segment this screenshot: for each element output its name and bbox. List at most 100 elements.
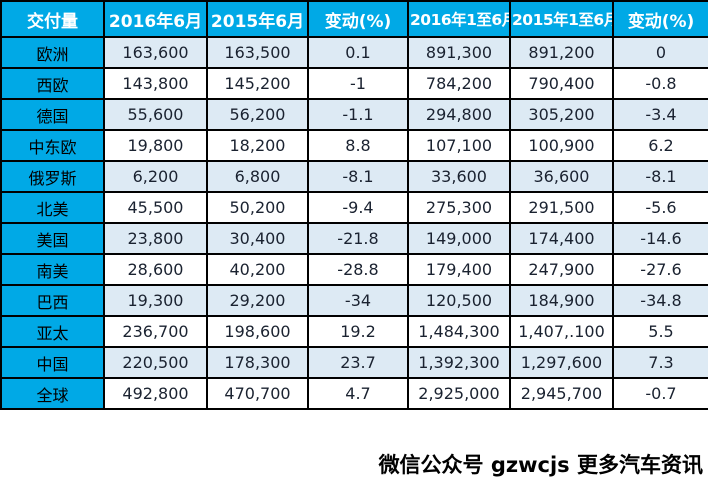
value-cell: 184,900 [509, 284, 614, 317]
value-cell: 784,200 [407, 67, 511, 100]
region-cell: 南美 [0, 253, 105, 286]
value-cell: 19.2 [307, 315, 409, 348]
value-cell: 6.2 [612, 129, 708, 162]
value-cell: 55,600 [103, 98, 208, 131]
value-cell: 28,600 [103, 253, 208, 286]
value-cell: 492,800 [103, 377, 208, 410]
value-cell: 6,200 [103, 160, 208, 193]
header-cell-change-h1: 变动(%) [612, 0, 708, 38]
value-cell: 305,200 [509, 98, 614, 131]
region-cell: 中国 [0, 346, 105, 379]
value-cell: 1,407,.100 [509, 315, 614, 348]
value-cell: 1,392,300 [407, 346, 511, 379]
table-row: 西欧 143,800 145,200 -1 784,200 790,400 -0.8 [0, 67, 708, 100]
value-cell: 18,200 [206, 129, 309, 162]
value-cell: 33,600 [407, 160, 511, 193]
value-cell: 120,500 [407, 284, 511, 317]
header-cell-h1-2016: 2016年1至6月 [407, 0, 511, 38]
value-cell: 23.7 [307, 346, 409, 379]
wechat-watermark: 微信公众号 gzwcjs 更多汽车资讯 [378, 453, 703, 477]
table-row: 美国 23,800 30,400 -21.8 149,000 174,400 -14.6 [0, 222, 708, 255]
table-row: 巴西 19,300 29,200 -34 120,500 184,900 -34.8 [0, 284, 708, 317]
value-cell: 19,300 [103, 284, 208, 317]
value-cell: -14.6 [612, 222, 708, 255]
value-cell: 275,300 [407, 191, 511, 224]
value-cell: 29,200 [206, 284, 309, 317]
value-cell: 107,100 [407, 129, 511, 162]
table-row: 德国 55,600 56,200 -1.1 294,800 305,200 -3.4 [0, 98, 708, 131]
value-cell: 0 [612, 36, 708, 69]
value-cell: -28.8 [307, 253, 409, 286]
value-cell: 294,800 [407, 98, 511, 131]
value-cell: 790,400 [509, 67, 614, 100]
value-cell: 5.5 [612, 315, 708, 348]
value-cell: -1.1 [307, 98, 409, 131]
value-cell: -27.6 [612, 253, 708, 286]
value-cell: -1 [307, 67, 409, 100]
value-cell: 50,200 [206, 191, 309, 224]
value-cell: 149,000 [407, 222, 511, 255]
value-cell: -0.8 [612, 67, 708, 100]
value-cell: 1,297,600 [509, 346, 614, 379]
value-cell: -0.7 [612, 377, 708, 410]
table-body: 欧洲 163,600 163,500 0.1 891,300 891,200 0 西欧 143,… [0, 36, 708, 410]
value-cell: 145,200 [206, 67, 309, 100]
table-row: 中东欧 19,800 18,200 8.8 107,100 100,900 6.2 [0, 129, 708, 162]
value-cell: 198,600 [206, 315, 309, 348]
header-cell-change-jun: 变动(%) [307, 0, 409, 38]
value-cell: 163,600 [103, 36, 208, 69]
value-cell: 179,400 [407, 253, 511, 286]
value-cell: -34 [307, 284, 409, 317]
value-cell: 891,300 [407, 36, 511, 69]
table-row: 南美 28,600 40,200 -28.8 179,400 247,900 -27.6 [0, 253, 708, 286]
value-cell: -8.1 [612, 160, 708, 193]
value-cell: 56,200 [206, 98, 309, 131]
region-cell: 亚太 [0, 315, 105, 348]
header-row: 交付量 2016年6月 2015年6月 变动(%) 2016年1至6月 2015… [0, 0, 708, 38]
region-cell: 西欧 [0, 67, 105, 100]
value-cell: 45,500 [103, 191, 208, 224]
table-row: 欧洲 163,600 163,500 0.1 891,300 891,200 0 [0, 36, 708, 69]
delivery-table: 交付量 2016年6月 2015年6月 变动(%) 2016年1至6月 2015… [0, 0, 708, 410]
value-cell: 143,800 [103, 67, 208, 100]
header-cell-jun-2015: 2015年6月 [206, 0, 309, 38]
value-cell: 2,925,000 [407, 377, 511, 410]
value-cell: 30,400 [206, 222, 309, 255]
region-cell: 德国 [0, 98, 105, 131]
value-cell: -21.8 [307, 222, 409, 255]
value-cell: 8.8 [307, 129, 409, 162]
value-cell: 40,200 [206, 253, 309, 286]
value-cell: 291,500 [509, 191, 614, 224]
region-cell: 欧洲 [0, 36, 105, 69]
region-cell: 中东欧 [0, 129, 105, 162]
value-cell: -5.6 [612, 191, 708, 224]
value-cell: 19,800 [103, 129, 208, 162]
value-cell: 220,500 [103, 346, 208, 379]
value-cell: 2,945,700 [509, 377, 614, 410]
value-cell: 36,600 [509, 160, 614, 193]
region-cell: 巴西 [0, 284, 105, 317]
region-cell: 北美 [0, 191, 105, 224]
header-cell-deliveries: 交付量 [0, 0, 105, 38]
region-cell: 美国 [0, 222, 105, 255]
value-cell: 174,400 [509, 222, 614, 255]
value-cell: 247,900 [509, 253, 614, 286]
value-cell: 0.1 [307, 36, 409, 69]
table-header: 交付量 2016年6月 2015年6月 变动(%) 2016年1至6月 2015… [0, 0, 708, 38]
header-cell-jun-2016: 2016年6月 [103, 0, 208, 38]
value-cell: 163,500 [206, 36, 309, 69]
value-cell: 23,800 [103, 222, 208, 255]
region-cell: 全球 [0, 377, 105, 410]
header-cell-h1-2015: 2015年1至6月 [509, 0, 614, 38]
table-row: 亚太 236,700 198,600 19.2 1,484,300 1,407,.100 5… [0, 315, 708, 348]
value-cell: 6,800 [206, 160, 309, 193]
value-cell: 1,484,300 [407, 315, 511, 348]
table-row: 全球 492,800 470,700 4.7 2,925,000 2,945,700 -0.… [0, 377, 708, 410]
value-cell: -9.4 [307, 191, 409, 224]
value-cell: -34.8 [612, 284, 708, 317]
value-cell: -8.1 [307, 160, 409, 193]
value-cell: 7.3 [612, 346, 708, 379]
value-cell: 100,900 [509, 129, 614, 162]
table-row: 北美 45,500 50,200 -9.4 275,300 291,500 -5.6 [0, 191, 708, 224]
